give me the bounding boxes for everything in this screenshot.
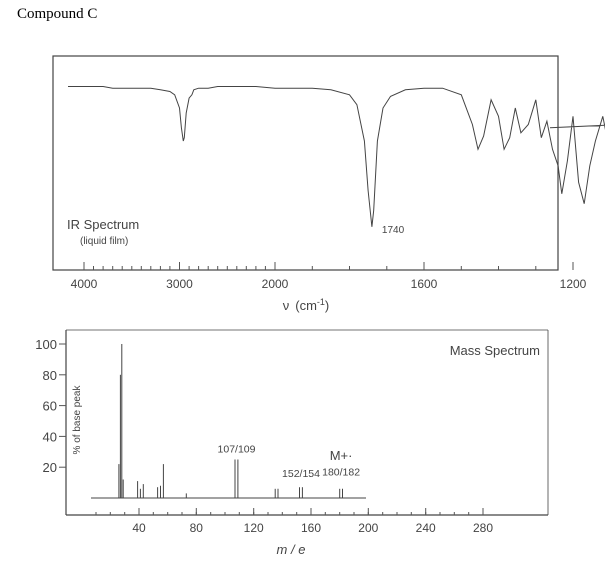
ms-y-tick-label: 100 — [35, 337, 57, 352]
ir-xlabel-symbol: ν — [283, 298, 290, 313]
ms-annotation: M+· — [330, 448, 353, 463]
ir-xlabel-unit: (cm — [295, 298, 317, 313]
ir-tick-label: 3000 — [166, 277, 193, 291]
page-heading: Compound C — [17, 6, 98, 22]
ms-annotation: 152/154 — [282, 468, 320, 480]
ir-x-axis-label: ν (cm-1) — [283, 297, 330, 313]
ir-subtitle: (liquid film) — [80, 236, 128, 247]
ms-annotation: 180/182 — [322, 467, 360, 479]
ms-x-axis-label: m / e — [277, 542, 306, 557]
ms-y-tick-label: 80 — [43, 368, 57, 383]
ms-x-tick-label: 160 — [301, 521, 321, 535]
ir-tick-label: 2000 — [262, 277, 289, 291]
ir-plot-frame — [52, 55, 559, 271]
ms-y-tick-label: 20 — [43, 460, 57, 475]
ir-spectrum-layer: 400030002000160012008001740 — [68, 86, 605, 291]
ir-title: IR Spectrum — [67, 217, 139, 232]
ms-x-tick-label: 280 — [473, 521, 493, 535]
ms-y-tick-label: 40 — [43, 429, 57, 444]
ms-x-tick-label: 120 — [244, 521, 264, 535]
ms-annotation: 107/109 — [218, 443, 256, 455]
ms-y-tick-label: 60 — [43, 399, 57, 414]
ir-tick-label: 1200 — [560, 277, 587, 291]
ms-x-tick-label: 200 — [358, 521, 378, 535]
ms-x-tick-label: 40 — [132, 521, 146, 535]
ms-x-tick-label: 240 — [416, 521, 436, 535]
ir-tick-label: 4000 — [71, 277, 98, 291]
ir-tick-label: 1600 — [411, 277, 438, 291]
ir-spectrum-line — [68, 86, 605, 227]
ir-xlabel-close: ) — [325, 298, 329, 313]
ms-title: Mass Spectrum — [450, 343, 540, 358]
ms-x-tick-label: 80 — [190, 521, 204, 535]
ms-spectrum-layer: 20 40 60 80 100 40 80 120 160 200 240 280 107/109 152… — [35, 337, 493, 535]
ir-annotation: 1740 — [382, 225, 405, 236]
ir-xlabel-exp: -1 — [317, 297, 325, 307]
ms-y-axis-label: % of base peak — [72, 385, 83, 455]
